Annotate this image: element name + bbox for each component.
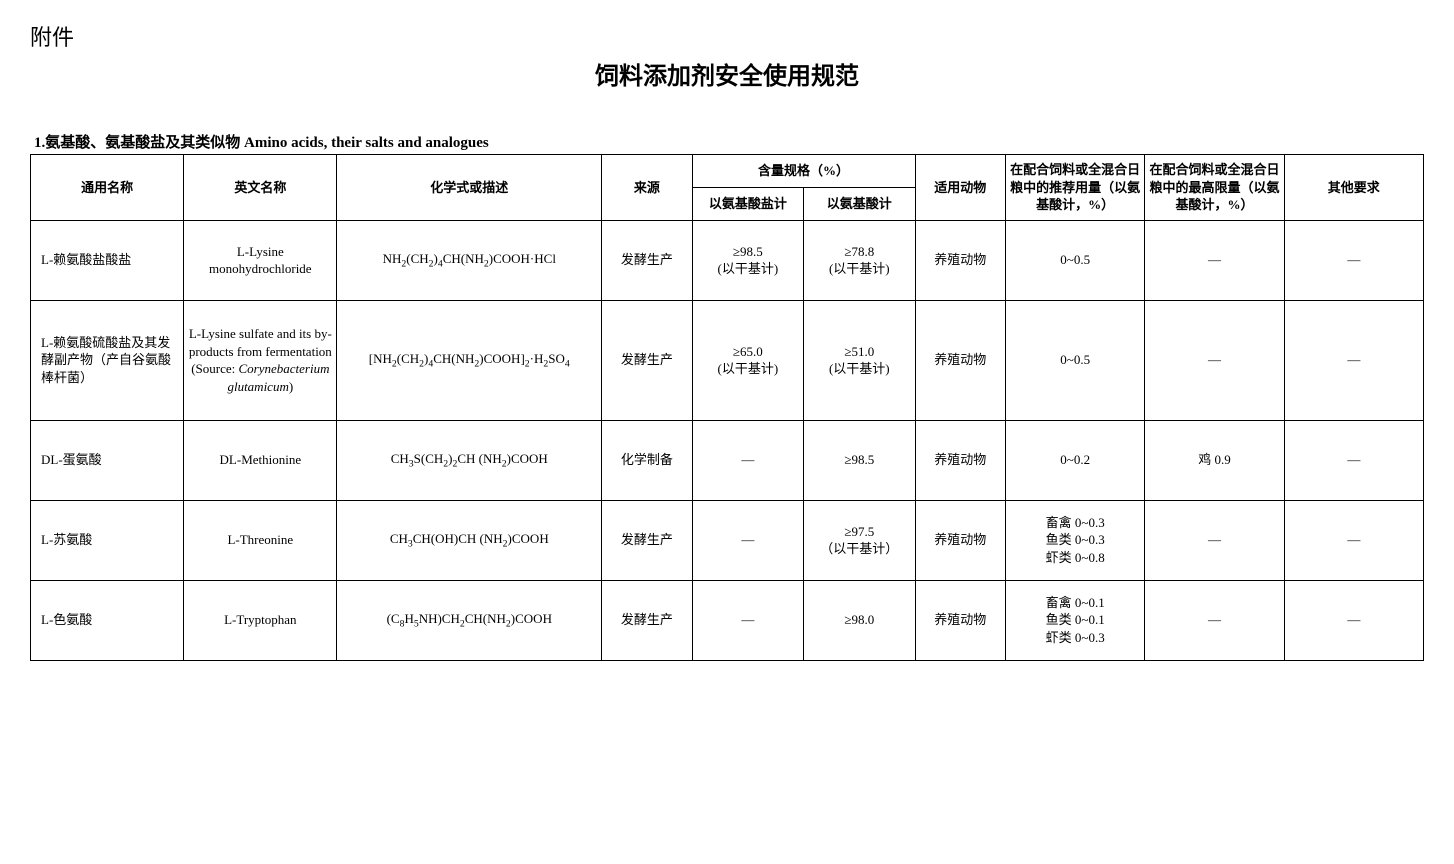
- cell-source: 发酵生产: [602, 580, 693, 660]
- cell-other: —: [1284, 580, 1423, 660]
- cell-cn-name: L-苏氨酸: [31, 500, 184, 580]
- page-title: 饲料添加剂安全使用规范: [30, 56, 1424, 91]
- cell-max-limit: 鸡 0.9: [1145, 420, 1284, 500]
- cell-content-acid: ≥98.0: [804, 580, 915, 660]
- cell-content-salt: —: [692, 500, 803, 580]
- cell-animal: 养殖动物: [915, 420, 1006, 500]
- cell-other: —: [1284, 500, 1423, 580]
- cell-recommended: 0~0.5: [1006, 220, 1145, 300]
- cell-en-name: L-Threonine: [184, 500, 337, 580]
- cell-content-acid: ≥78.8(以干基计): [804, 220, 915, 300]
- cell-en-name: L-Lysine monohydrochloride: [184, 220, 337, 300]
- cell-source: 发酵生产: [602, 220, 693, 300]
- th-chem: 化学式或描述: [337, 155, 602, 221]
- amino-acids-table: 通用名称 英文名称 化学式或描述 来源 含量规格（%） 适用动物 在配合饲料或全…: [30, 154, 1424, 661]
- cell-chem: [NH2(CH2)4CH(NH2)COOH]2·H2SO4: [337, 300, 602, 420]
- cell-cn-name: L-色氨酸: [31, 580, 184, 660]
- cell-content-acid: ≥51.0(以干基计): [804, 300, 915, 420]
- cell-recommended: 0~0.5: [1006, 300, 1145, 420]
- cell-other: —: [1284, 420, 1423, 500]
- cell-chem: NH2(CH2)4CH(NH2)COOH·HCl: [337, 220, 602, 300]
- cell-other: —: [1284, 300, 1423, 420]
- th-recommended: 在配合饲料或全混合日粮中的推荐用量（以氨基酸计，%）: [1006, 155, 1145, 221]
- cell-chem: CH3S(CH2)2CH (NH2)COOH: [337, 420, 602, 500]
- cell-source: 发酵生产: [602, 500, 693, 580]
- cell-chem: (C8H5NH)CH2CH(NH2)COOH: [337, 580, 602, 660]
- th-max-limit: 在配合饲料或全混合日粮中的最高限量（以氨基酸计，%）: [1145, 155, 1284, 221]
- cell-content-salt: —: [692, 580, 803, 660]
- table-row: L-苏氨酸L-ThreonineCH3CH(OH)CH (NH2)COOH发酵生…: [31, 500, 1424, 580]
- th-content-acid: 以氨基酸计: [804, 187, 915, 220]
- cell-source: 发酵生产: [602, 300, 693, 420]
- th-other: 其他要求: [1284, 155, 1423, 221]
- th-cn-name: 通用名称: [31, 155, 184, 221]
- th-content-salt: 以氨基酸盐计: [692, 187, 803, 220]
- section-heading: 1.氨基酸、氨基酸盐及其类似物 Amino acids, their salts…: [34, 131, 1424, 152]
- cell-max-limit: —: [1145, 580, 1284, 660]
- cell-content-acid: ≥98.5: [804, 420, 915, 500]
- cell-en-name: L-Lysine sulfate and its by-products fro…: [184, 300, 337, 420]
- cell-en-name: L-Tryptophan: [184, 580, 337, 660]
- cell-max-limit: —: [1145, 300, 1284, 420]
- cell-animal: 养殖动物: [915, 580, 1006, 660]
- attachment-label: 附件: [30, 20, 1424, 52]
- cell-cn-name: L-赖氨酸盐酸盐: [31, 220, 184, 300]
- cell-chem: CH3CH(OH)CH (NH2)COOH: [337, 500, 602, 580]
- cell-animal: 养殖动物: [915, 220, 1006, 300]
- cell-animal: 养殖动物: [915, 300, 1006, 420]
- table-row: L-赖氨酸硫酸盐及其发酵副产物（产自谷氨酸棒杆菌）L-Lysine sulfat…: [31, 300, 1424, 420]
- cell-cn-name: DL-蛋氨酸: [31, 420, 184, 500]
- cell-source: 化学制备: [602, 420, 693, 500]
- th-source: 来源: [602, 155, 693, 221]
- cell-animal: 养殖动物: [915, 500, 1006, 580]
- cell-cn-name: L-赖氨酸硫酸盐及其发酵副产物（产自谷氨酸棒杆菌）: [31, 300, 184, 420]
- table-row: DL-蛋氨酸DL-MethionineCH3S(CH2)2CH (NH2)COO…: [31, 420, 1424, 500]
- table-row: L-赖氨酸盐酸盐L-Lysine monohydrochlorideNH2(CH…: [31, 220, 1424, 300]
- cell-en-name: DL-Methionine: [184, 420, 337, 500]
- cell-content-acid: ≥97.5（以干基计）: [804, 500, 915, 580]
- table-row: L-色氨酸L-Tryptophan(C8H5NH)CH2CH(NH2)COOH发…: [31, 580, 1424, 660]
- cell-max-limit: —: [1145, 500, 1284, 580]
- table-header: 通用名称 英文名称 化学式或描述 来源 含量规格（%） 适用动物 在配合饲料或全…: [31, 155, 1424, 221]
- cell-other: —: [1284, 220, 1423, 300]
- th-content-group: 含量规格（%）: [692, 155, 915, 188]
- cell-recommended: 畜禽 0~0.1鱼类 0~0.1虾类 0~0.3: [1006, 580, 1145, 660]
- cell-max-limit: —: [1145, 220, 1284, 300]
- cell-content-salt: —: [692, 420, 803, 500]
- table-body: L-赖氨酸盐酸盐L-Lysine monohydrochlorideNH2(CH…: [31, 220, 1424, 660]
- cell-recommended: 0~0.2: [1006, 420, 1145, 500]
- th-en-name: 英文名称: [184, 155, 337, 221]
- cell-content-salt: ≥65.0(以干基计): [692, 300, 803, 420]
- cell-content-salt: ≥98.5(以干基计): [692, 220, 803, 300]
- th-animal: 适用动物: [915, 155, 1006, 221]
- cell-recommended: 畜禽 0~0.3鱼类 0~0.3虾类 0~0.8: [1006, 500, 1145, 580]
